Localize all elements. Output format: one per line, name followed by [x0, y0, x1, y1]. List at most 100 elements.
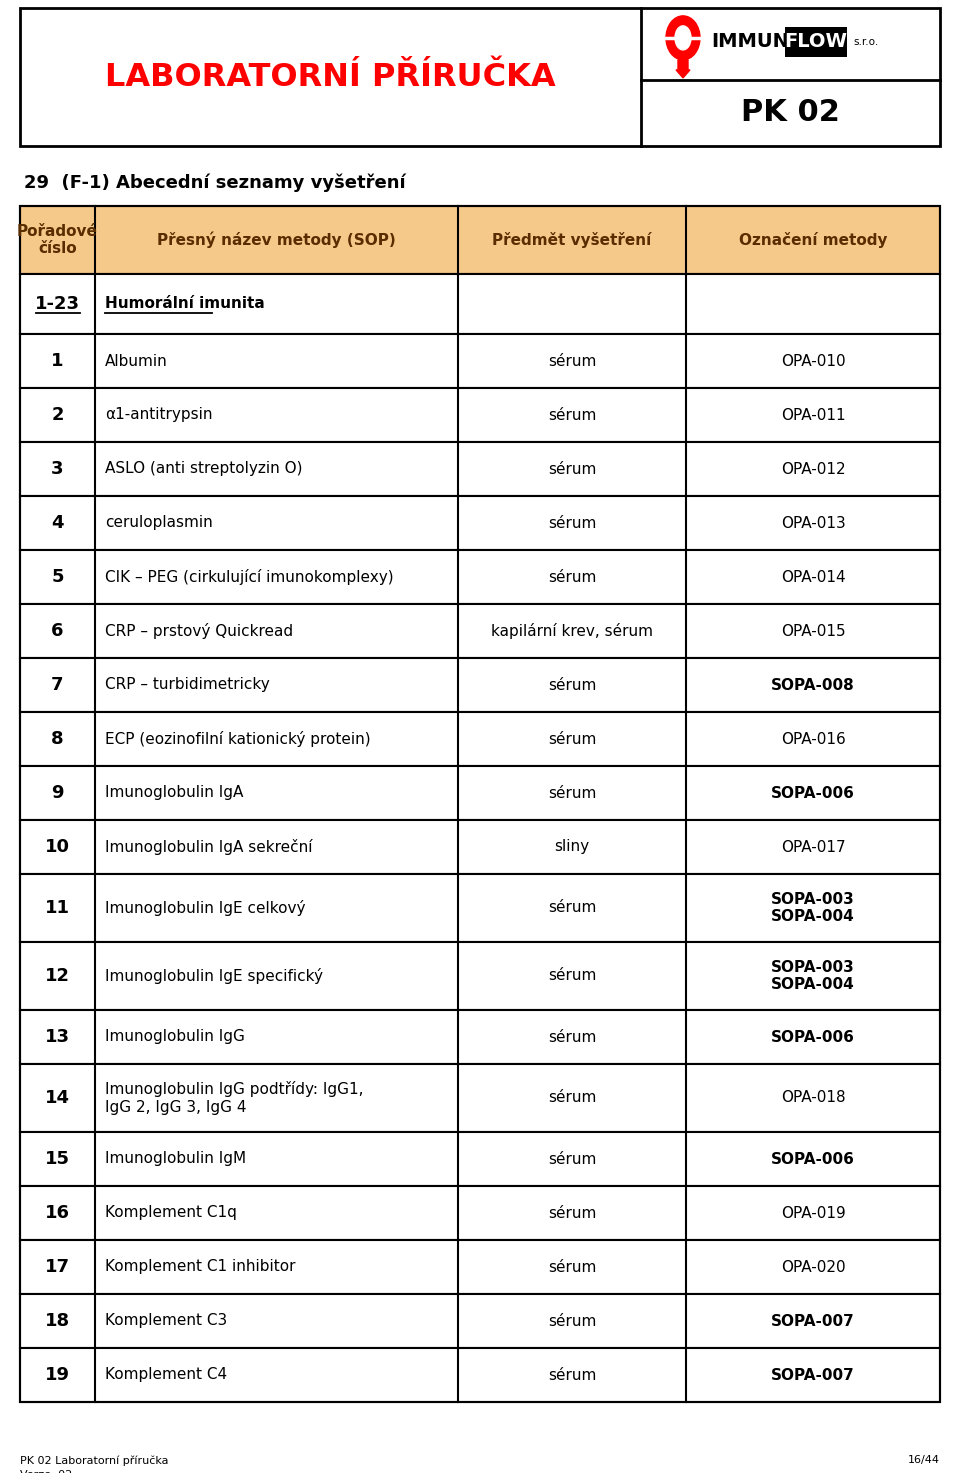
Text: 8: 8	[51, 731, 63, 748]
Text: Albumin: Albumin	[105, 354, 168, 368]
Text: sérum: sérum	[548, 1314, 596, 1329]
Text: 29  (F-1) Abecední seznamy vyšetření: 29 (F-1) Abecední seznamy vyšetření	[24, 174, 406, 193]
Text: SOPA-007: SOPA-007	[771, 1367, 854, 1383]
Text: ECP (eozinofilní kationický protein): ECP (eozinofilní kationický protein)	[105, 731, 371, 747]
Text: sérum: sérum	[548, 969, 596, 984]
Text: SOPA-007: SOPA-007	[771, 1314, 854, 1329]
Bar	[20, 1240, 940, 1293]
Text: SOPA-003
SOPA-004: SOPA-003 SOPA-004	[771, 960, 854, 993]
Text: sérum: sérum	[548, 732, 596, 747]
Text: 9: 9	[51, 784, 63, 801]
Text: SOPA-006: SOPA-006	[771, 1152, 855, 1167]
Text: Pořadové
číslo: Pořadové číslo	[17, 224, 98, 256]
Bar	[20, 206, 940, 274]
Text: sérum: sérum	[548, 1205, 596, 1221]
Text: 5: 5	[51, 569, 63, 586]
Text: 19: 19	[45, 1365, 70, 1385]
Bar	[20, 1186, 940, 1240]
Text: sérum: sérum	[548, 1367, 596, 1383]
Bar	[20, 206, 940, 1402]
Text: 16/44: 16/44	[908, 1455, 940, 1466]
Text: sérum: sérum	[548, 678, 596, 692]
Text: ceruloplasmin: ceruloplasmin	[105, 516, 213, 530]
Text: sérum: sérum	[548, 785, 596, 800]
Text: OPA-020: OPA-020	[780, 1259, 846, 1274]
Text: sérum: sérum	[548, 461, 596, 476]
Text: 2: 2	[51, 407, 63, 424]
Text: Imunoglobulin IgA sekreční: Imunoglobulin IgA sekreční	[105, 840, 313, 854]
Text: OPA-014: OPA-014	[780, 570, 846, 585]
Text: IMMUNO: IMMUNO	[711, 32, 805, 52]
Text: 14: 14	[45, 1089, 70, 1108]
Bar	[20, 820, 940, 873]
Text: sérum: sérum	[548, 516, 596, 530]
Text: LABORATORNÍ PŘÍRUČKA: LABORATORNÍ PŘÍRUČKA	[106, 62, 556, 93]
Text: 18: 18	[45, 1312, 70, 1330]
Text: PK 02: PK 02	[741, 99, 840, 127]
Text: 4: 4	[51, 514, 63, 532]
Text: OPA-016: OPA-016	[780, 732, 846, 747]
Bar	[20, 658, 940, 711]
Text: 7: 7	[51, 676, 63, 694]
Bar	[20, 7, 940, 146]
Bar	[785, 27, 847, 57]
Bar	[20, 274, 940, 334]
Text: OPA-013: OPA-013	[780, 516, 846, 530]
Text: sérum: sérum	[548, 408, 596, 423]
Text: OPA-017: OPA-017	[780, 840, 846, 854]
Text: sliny: sliny	[555, 840, 589, 854]
Text: SOPA-003
SOPA-004: SOPA-003 SOPA-004	[771, 891, 854, 924]
Text: Imunoglobulin IgG podtřídy: IgG1,
IgG 2, IgG 3, IgG 4: Imunoglobulin IgG podtřídy: IgG1, IgG 2,…	[105, 1081, 364, 1115]
Text: 6: 6	[51, 622, 63, 639]
Bar	[20, 766, 940, 820]
Text: CRP – turbidimetricky: CRP – turbidimetricky	[105, 678, 270, 692]
Text: kapilární krev, sérum: kapilární krev, sérum	[491, 623, 653, 639]
Text: sérum: sérum	[548, 1152, 596, 1167]
Bar	[20, 1293, 940, 1348]
Text: Imunoglobulin IgA: Imunoglobulin IgA	[105, 785, 244, 800]
Bar	[20, 1064, 940, 1131]
Bar	[20, 334, 940, 387]
Text: CIK – PEG (cirkulující imunokomplexy): CIK – PEG (cirkulující imunokomplexy)	[105, 569, 394, 585]
Text: 12: 12	[45, 966, 70, 985]
Ellipse shape	[675, 27, 691, 50]
Bar	[20, 1348, 940, 1402]
Text: OPA-011: OPA-011	[780, 408, 846, 423]
Text: OPA-010: OPA-010	[780, 354, 846, 368]
Bar	[20, 387, 940, 442]
Bar	[20, 943, 940, 1010]
Text: Humorální imunita: Humorální imunita	[105, 296, 265, 311]
Text: Komplement C1 inhibitor: Komplement C1 inhibitor	[105, 1259, 296, 1274]
Text: SOPA-006: SOPA-006	[771, 785, 855, 800]
Text: Imunoglobulin IgG: Imunoglobulin IgG	[105, 1030, 245, 1044]
Text: Komplement C4: Komplement C4	[105, 1367, 228, 1383]
Ellipse shape	[666, 16, 700, 60]
Text: Imunoglobulin IgM: Imunoglobulin IgM	[105, 1152, 246, 1167]
Bar	[20, 442, 940, 496]
Text: OPA-015: OPA-015	[780, 623, 846, 638]
Text: 11: 11	[45, 899, 70, 918]
Text: OPA-018: OPA-018	[780, 1090, 846, 1106]
Text: sérum: sérum	[548, 900, 596, 916]
Text: Komplement C3: Komplement C3	[105, 1314, 228, 1329]
Bar	[20, 1010, 940, 1064]
Text: 1: 1	[51, 352, 63, 370]
Text: 1-23: 1-23	[35, 295, 80, 312]
Text: 15: 15	[45, 1150, 70, 1168]
Text: sérum: sérum	[548, 1259, 596, 1274]
FancyArrow shape	[676, 60, 690, 78]
Text: sérum: sérum	[548, 354, 596, 368]
Text: Přesný název metody (SOP): Přesný název metody (SOP)	[157, 231, 396, 249]
Text: sérum: sérum	[548, 1030, 596, 1044]
Text: 17: 17	[45, 1258, 70, 1276]
Text: SOPA-008: SOPA-008	[771, 678, 854, 692]
Text: 3: 3	[51, 460, 63, 479]
Text: OPA-019: OPA-019	[780, 1205, 846, 1221]
Text: s.r.o.: s.r.o.	[853, 37, 878, 47]
Text: Imunoglobulin IgE celkový: Imunoglobulin IgE celkový	[105, 900, 305, 916]
Text: 13: 13	[45, 1028, 70, 1046]
Text: α1-antitrypsin: α1-antitrypsin	[105, 408, 212, 423]
Bar	[20, 604, 940, 658]
Text: Předmět vyšetření: Předmět vyšetření	[492, 233, 652, 247]
Text: 16: 16	[45, 1203, 70, 1223]
